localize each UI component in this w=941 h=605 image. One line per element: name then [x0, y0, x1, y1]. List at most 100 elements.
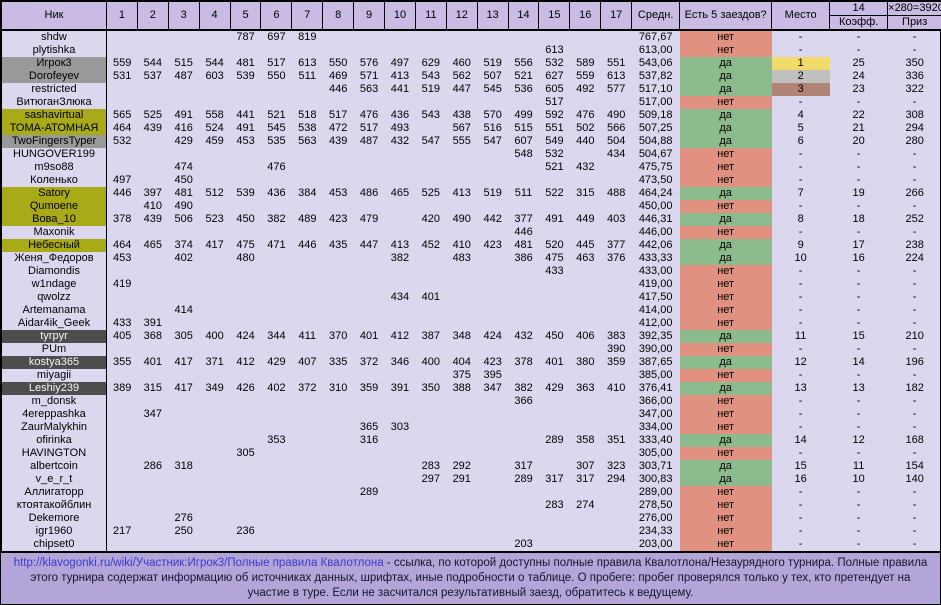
score-cell	[137, 174, 168, 187]
score-cell	[385, 213, 416, 226]
score-cell	[539, 291, 570, 304]
coeff-cell: 11	[852, 460, 865, 472]
player-nick: Dorofeyev	[1, 70, 107, 83]
score-cell: 548	[514, 148, 533, 160]
score-cell	[137, 512, 168, 525]
score-cell: 537	[143, 70, 163, 82]
score-cell: 292	[452, 460, 471, 472]
score-cell	[601, 421, 632, 434]
score-cell: 412	[236, 356, 255, 368]
score-cell: 401	[143, 356, 163, 368]
player-nick: Аллигаторр	[1, 486, 107, 499]
score-cell	[323, 460, 354, 473]
score-cell: 391	[143, 317, 163, 329]
rules-link[interactable]: http://klavogonki.ru/wiki/Участник:Игрок…	[13, 557, 384, 569]
score-cell: 524	[205, 122, 224, 134]
coeff-cell: -	[856, 148, 861, 160]
score-cell: 400	[205, 330, 224, 342]
score-cell	[385, 304, 416, 317]
score-cell: 490	[174, 200, 193, 212]
table-row: tyrpyr 405 368 305 400 424 344 411 370 401 412 387 3…	[1, 330, 941, 343]
coeff-cell: -	[856, 538, 861, 550]
score-cell	[199, 265, 230, 278]
score-cell: 315	[576, 187, 595, 199]
score-cell: 397	[143, 187, 163, 199]
score-cell	[508, 30, 539, 44]
place-cell: -	[798, 538, 803, 550]
score-cell	[292, 486, 323, 499]
score-cell: 424	[236, 330, 255, 342]
score-cell	[199, 291, 230, 304]
prize-cell: 140	[905, 473, 924, 485]
score-cell: 434	[390, 291, 410, 303]
score-cell	[354, 395, 385, 408]
avg-cell: 305,00	[638, 447, 673, 459]
score-cell	[508, 369, 539, 382]
score-cell: 592	[545, 109, 564, 121]
score-cell	[230, 512, 261, 525]
score-cell	[508, 317, 539, 330]
score-cell	[107, 434, 138, 447]
prize-cell: 350	[905, 57, 924, 69]
place-cell: -	[798, 44, 803, 56]
score-cell: 378	[113, 213, 132, 225]
prize-cell: -	[912, 486, 917, 498]
score-cell: 276	[174, 512, 193, 524]
score-cell	[570, 291, 601, 304]
coeff-cell: 19	[852, 187, 865, 199]
score-cell: 465	[143, 239, 163, 251]
score-cell	[539, 538, 570, 552]
score-cell	[199, 460, 230, 473]
prize-cell: -	[912, 161, 917, 173]
score-cell	[137, 395, 168, 408]
score-cell	[292, 44, 323, 57]
score-cell: 543	[421, 109, 441, 121]
score-cell: 402	[267, 382, 286, 394]
col-header-avg: Средн.	[631, 1, 681, 31]
score-cell	[107, 304, 138, 317]
score-cell	[323, 30, 354, 44]
score-cell	[415, 343, 446, 356]
five-races-cell: да	[679, 109, 772, 122]
avg-cell: 504,67	[638, 148, 673, 160]
score-cell	[168, 96, 199, 109]
table-row: Satory 446 397 481 512 539 436 384 453 486 465 525 4…	[1, 187, 941, 200]
score-cell	[539, 408, 570, 421]
score-cell: 349	[205, 382, 224, 394]
coeff-cell: -	[856, 291, 861, 303]
score-cell	[323, 200, 354, 213]
player-nick: HAVINGTON	[1, 447, 107, 460]
five-races-cell: нет	[679, 486, 772, 499]
score-cell: 819	[298, 31, 317, 43]
score-cell: 536	[514, 83, 533, 95]
score-cell	[137, 148, 168, 161]
score-cell: 413	[390, 70, 410, 82]
score-cell	[570, 226, 601, 239]
table-row: m9so88 474 476 521 432 475,75 нет - - -	[1, 161, 941, 174]
score-cell	[230, 473, 261, 486]
table-row: igr1960 217 250 236 234,33 нет - - -	[1, 525, 941, 538]
score-cell: 487	[174, 70, 193, 82]
score-cell	[323, 447, 354, 460]
coeff-cell: -	[856, 525, 861, 537]
prize-cell: -	[912, 538, 917, 550]
score-cell	[539, 486, 570, 499]
score-cell	[168, 408, 199, 421]
score-cell: 476	[576, 109, 595, 121]
score-cell: 549	[545, 135, 564, 147]
score-cell	[292, 421, 323, 434]
score-cell: 382	[390, 252, 410, 264]
score-cell: 372	[359, 356, 379, 368]
score-cell	[230, 96, 261, 109]
score-cell: 490	[452, 213, 471, 225]
score-cell: 577	[607, 83, 626, 95]
score-cell	[292, 317, 323, 330]
score-cell: 442	[483, 213, 502, 225]
place-cell: 4	[797, 109, 804, 121]
score-cell	[261, 473, 292, 486]
coeff-cell: -	[856, 369, 861, 381]
score-cell	[199, 473, 230, 486]
score-cell: 297	[421, 473, 441, 485]
score-cell	[199, 434, 230, 447]
score-cell: 250	[174, 525, 193, 537]
